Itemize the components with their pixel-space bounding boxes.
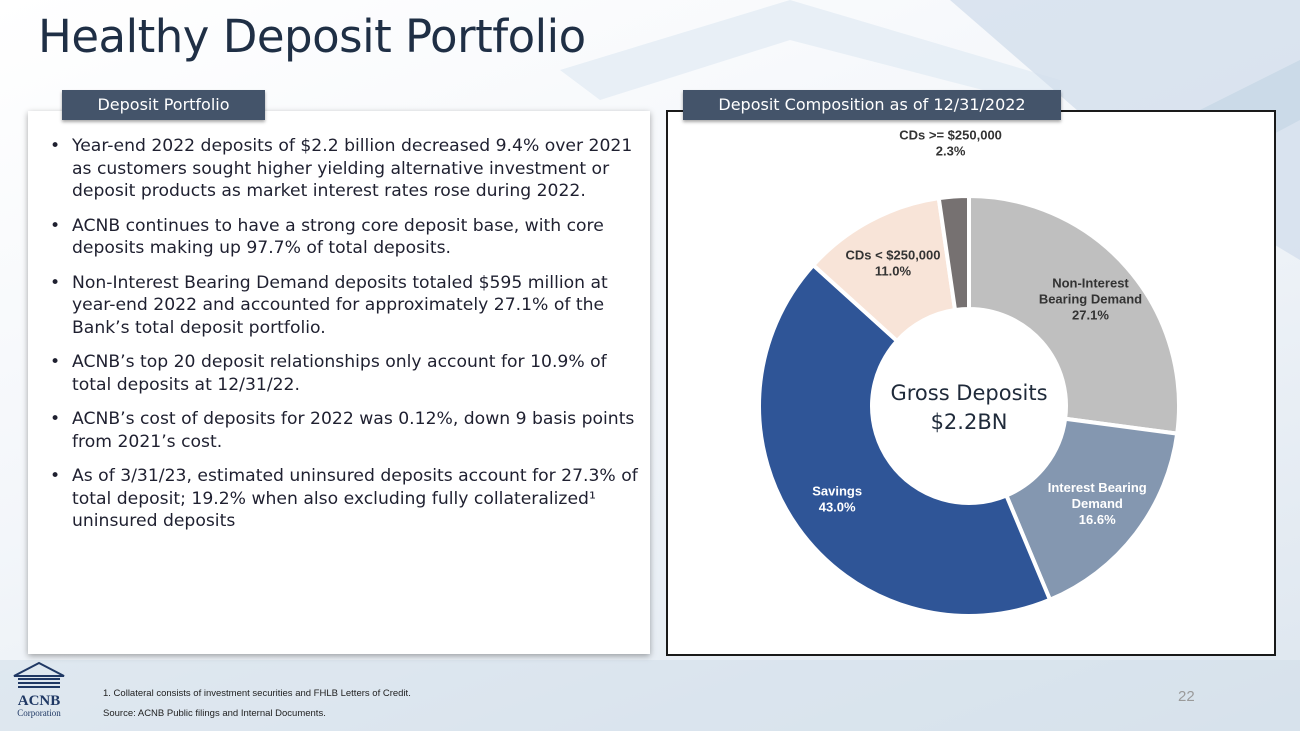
footnote: 1. Collateral consists of investment sec…: [103, 688, 411, 699]
bullet-list: • Year-end 2022 deposits of $2.2 billion …: [28, 111, 650, 533]
slice-label-non-interest-bearing-demand: Non-Interest Bearing Demand 27.1%: [1039, 276, 1142, 323]
bullet-text: Non-Interest Bearing Demand deposits tot…: [72, 272, 608, 338]
bullet-dot: •: [50, 272, 61, 293]
donut-center-label: Gross Deposits $2.2BN: [890, 381, 1047, 434]
bullet-dot: •: [50, 466, 61, 486]
donut-slices: [757, 193, 1181, 618]
bullet-text: Year-end 2022 deposits of $2.2 billion d…: [72, 136, 633, 201]
deposit-composition-panel: Non-Interest Bearing Demand 27.1% Interest …: [666, 110, 1276, 656]
slice-interest-bearing-demand: [1003, 416, 1180, 603]
bullet-dot: •: [50, 136, 61, 156]
slice-label-cds-250-000: CDs >= $250,000 2.3%: [899, 128, 1002, 159]
acnb-logo: ACNB Corporation: [10, 660, 68, 720]
source-note: Source: ACNB Public filings and Internal…: [103, 708, 326, 719]
bullet-item: • As of 3/31/23, estimated uninsured depo…: [50, 465, 638, 533]
page-title: Healthy Deposit Portfolio: [38, 10, 586, 63]
bullet-text: As of 3/31/23, estimated uninsured depos…: [72, 466, 638, 531]
bullet-text: ACNB’s cost of deposits for 2022 was 0.1…: [72, 409, 635, 452]
bullet-item: • Non-Interest Bearing Demand deposits to…: [50, 272, 638, 340]
acnb-logo-icon: ACNB Corporation: [13, 661, 65, 718]
deposit-portfolio-panel: • Year-end 2022 deposits of $2.2 billion …: [28, 111, 650, 654]
donut-chart: Non-Interest Bearing Demand 27.1% Interest …: [757, 128, 1181, 618]
svg-text:ACNB: ACNB: [18, 693, 61, 709]
bullet-item: • Year-end 2022 deposits of $2.2 billion …: [50, 135, 638, 203]
deposit-composition-tag: Deposit Composition as of 12/31/2022: [683, 90, 1061, 120]
bullet-text: ACNB continues to have a strong core dep…: [72, 215, 604, 259]
bullet-item: • ACNB’s cost of deposits for 2022 was 0.…: [50, 408, 638, 453]
deposit-portfolio-tag: Deposit Portfolio: [62, 90, 265, 120]
slice-label-interest-bearing-demand: Interest Bearing Demand 16.6%: [1048, 480, 1147, 527]
bullet-text: ACNB’s top 20 deposit relationships only…: [72, 352, 607, 395]
svg-text:Corporation: Corporation: [17, 708, 61, 718]
footer-band: [0, 660, 1300, 731]
bullet-dot: •: [50, 215, 61, 236]
slice-label-cds-250-000: CDs < $250,000 11.0%: [845, 248, 940, 279]
bullet-dot: •: [50, 352, 61, 372]
slice-label-savings: Savings 43.0%: [812, 483, 862, 514]
bullet-item: • ACNB’s top 20 deposit relationships onl…: [50, 351, 638, 396]
bullet-dot: •: [50, 409, 61, 429]
bullet-item: • ACNB continues to have a strong core de…: [50, 215, 638, 260]
donut-labels: Non-Interest Bearing Demand 27.1% Interest …: [812, 128, 1147, 528]
slice-savings: [757, 262, 1053, 618]
page-number: 22: [1178, 688, 1195, 705]
